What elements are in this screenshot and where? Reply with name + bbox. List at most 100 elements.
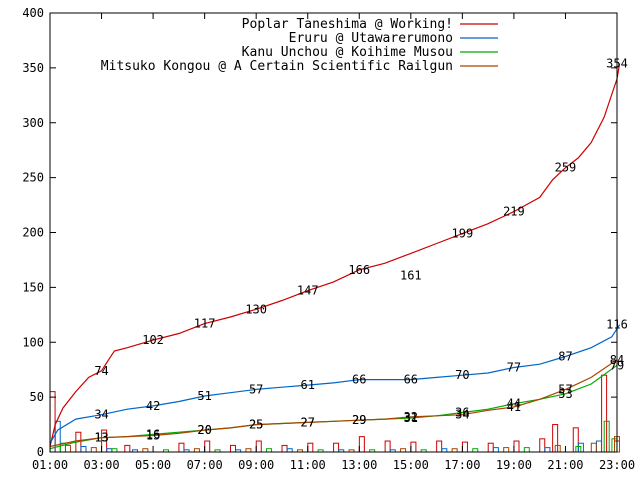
series-line-1: [49, 324, 621, 444]
series-line-0: [49, 63, 621, 447]
data-label: 31: [404, 411, 418, 425]
data-label: 44: [507, 397, 521, 411]
bar: [410, 441, 417, 453]
bar: [513, 440, 520, 453]
bar: [255, 440, 262, 453]
data-label: 166: [348, 263, 370, 277]
bar: [384, 440, 391, 453]
data-label: 13: [94, 431, 108, 445]
bar: [523, 447, 530, 453]
data-label: 61: [301, 378, 315, 392]
data-label: 27: [301, 415, 315, 429]
data-label: 199: [452, 227, 474, 241]
x-tick-label: 23:00: [599, 458, 635, 472]
legend: Poplar Taneshima @ Working!Eruru @ Utawa…: [101, 17, 498, 74]
data-label: 102: [142, 333, 164, 347]
data-label: 147: [297, 284, 319, 298]
x-tick-label: 03:00: [83, 458, 119, 472]
bar: [204, 440, 211, 453]
data-label: 42: [146, 399, 160, 413]
y-tick-label: 0: [37, 445, 44, 459]
legend-label: Poplar Taneshima @ Working!: [242, 17, 453, 32]
x-tick-label: 09:00: [238, 458, 274, 472]
data-label: 20: [197, 423, 211, 437]
bar: [492, 447, 499, 453]
legend-label: Mitsuko Kongou @ A Certain Scientific Ra…: [101, 59, 453, 74]
data-label: 25: [249, 418, 263, 432]
data-label: 20: [197, 423, 211, 437]
y-tick-label: 250: [22, 171, 44, 185]
y-tick-label: 50: [30, 390, 44, 404]
x-tick-label: 01:00: [32, 458, 68, 472]
y-tick-label: 150: [22, 280, 44, 294]
x-tick-label: 13:00: [341, 458, 377, 472]
data-label: 13: [94, 431, 108, 445]
bar: [358, 436, 365, 453]
x-tick-label: 21:00: [547, 458, 583, 472]
data-label: 41: [507, 400, 521, 414]
x-axis: 01:00 03:00 05:00 07:00 09:00 11:00 13:00 15:00…: [32, 13, 635, 472]
y-tick-label: 350: [22, 61, 44, 75]
data-label: 161: [400, 268, 422, 282]
data-label: 77: [507, 360, 521, 374]
y-tick-label: 400: [22, 6, 44, 20]
bar: [80, 446, 87, 453]
x-tick-label: 15:00: [393, 458, 429, 472]
x-tick-label: 19:00: [496, 458, 532, 472]
data-label: 66: [352, 373, 366, 387]
bar: [544, 447, 551, 453]
data-label: 29: [352, 413, 366, 427]
x-tick-label: 07:00: [187, 458, 223, 472]
bar: [124, 444, 131, 453]
data-label: 29: [352, 413, 366, 427]
bar: [333, 442, 340, 453]
data-label: 34: [455, 408, 469, 422]
lines-layer: [49, 63, 621, 450]
bar: [461, 441, 468, 453]
bar: [436, 440, 443, 453]
data-label: 259: [555, 161, 577, 175]
data-label: 66: [404, 373, 418, 387]
legend-label: Eruru @ Utawarerumono: [289, 31, 453, 46]
data-label: 87: [558, 350, 572, 364]
bar: [65, 444, 72, 453]
data-label: 15: [146, 429, 160, 443]
bar: [503, 447, 510, 453]
y-tick-label: 100: [22, 335, 44, 349]
data-label: 32: [404, 410, 418, 424]
series-line-3: [49, 359, 618, 448]
x-tick-label: 17:00: [444, 458, 480, 472]
bar: [595, 440, 602, 453]
y-tick-label: 300: [22, 116, 44, 130]
data-label: 57: [558, 382, 572, 396]
plot-frame: [49, 12, 618, 453]
bar: [307, 442, 314, 453]
bar: [539, 438, 546, 453]
legend-label: Kanu Unchou @ Koihime Musou: [242, 45, 453, 60]
data-label: 53: [558, 387, 572, 401]
x-tick-label: 05:00: [135, 458, 171, 472]
y-tick-label: 200: [22, 226, 44, 240]
data-label: 16: [146, 427, 160, 441]
data-label: 70: [455, 368, 469, 382]
bar: [281, 444, 288, 453]
data-label: 130: [245, 302, 267, 316]
data-label: 51: [197, 389, 211, 403]
bars-layer: [49, 374, 620, 453]
data-label: 27: [301, 415, 315, 429]
data-label: 57: [249, 382, 263, 396]
data-label: 36: [455, 405, 469, 419]
bar: [178, 442, 185, 453]
x-tick-label: 11:00: [290, 458, 326, 472]
data-label: 34: [94, 408, 108, 422]
data-label: 25: [249, 418, 263, 432]
bar: [90, 447, 97, 453]
bar: [229, 444, 236, 453]
data-label: 117: [194, 317, 216, 331]
data-label: 74: [94, 364, 108, 378]
y-axis: 0 50 100 150 200 250 300 350 400: [22, 6, 617, 459]
data-label: 219: [503, 205, 525, 219]
bar: [590, 442, 597, 453]
